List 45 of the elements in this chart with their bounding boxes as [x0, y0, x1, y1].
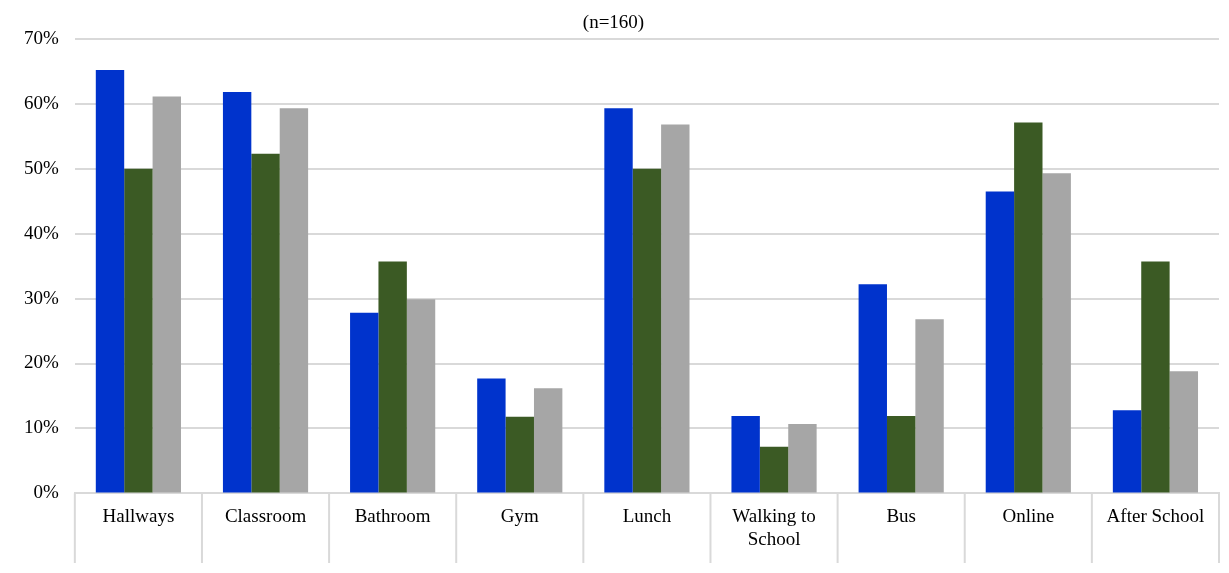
- bar: [731, 416, 760, 493]
- bar: [858, 284, 887, 493]
- x-tick-label: Bathroom: [354, 504, 431, 526]
- bar: [1014, 122, 1043, 493]
- y-tick-label: 20%: [24, 351, 59, 373]
- bar: [124, 168, 153, 493]
- bar: [279, 108, 309, 493]
- x-tick-label: Bus: [886, 504, 916, 526]
- bar: [985, 191, 1015, 493]
- bar: [632, 168, 662, 493]
- y-tick-label: 70%: [24, 26, 59, 48]
- x-tick-label: Gym: [500, 504, 539, 526]
- bar: [788, 423, 817, 493]
- y-tick-label: 30%: [24, 286, 59, 308]
- bar: [222, 92, 252, 493]
- bar: [251, 153, 280, 493]
- y-tick-label: 40%: [24, 221, 59, 243]
- bar: [661, 124, 690, 493]
- x-tick-label: Hallways: [102, 504, 175, 526]
- bar: [505, 416, 534, 493]
- bar: [350, 312, 379, 493]
- bar: [1112, 410, 1142, 493]
- chart-title: (n=160): [582, 11, 645, 34]
- bar: [1141, 261, 1170, 493]
- y-tick-label: 50%: [24, 156, 59, 178]
- y-tick-label: 0%: [33, 481, 59, 503]
- x-tick-label: Lunch: [622, 504, 672, 526]
- y-tick-label: 60%: [24, 91, 59, 113]
- y-tick-label: 10%: [24, 416, 59, 438]
- bar: [406, 299, 436, 493]
- x-tick-label: Walking to School: [732, 504, 816, 549]
- bar: [915, 319, 944, 493]
- bar: [1042, 173, 1071, 493]
- bar: [759, 446, 789, 493]
- x-tick-label: Classroom: [224, 504, 307, 526]
- bar: [378, 261, 407, 493]
- bar: [1169, 371, 1199, 493]
- x-tick-label: After School: [1106, 504, 1205, 526]
- bar: [604, 108, 633, 493]
- x-tick-label: Online: [1002, 504, 1055, 526]
- bar: [886, 416, 916, 493]
- bar: [95, 69, 125, 493]
- bar: [533, 388, 563, 493]
- bar: [477, 378, 506, 493]
- bar: [152, 96, 181, 493]
